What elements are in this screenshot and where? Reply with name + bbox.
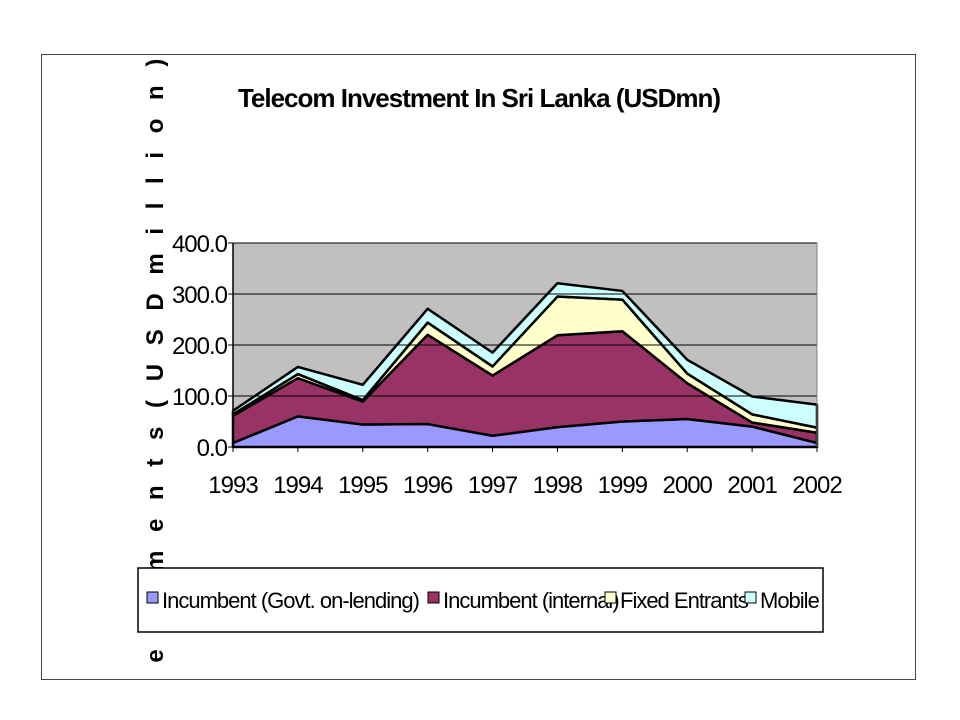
x-tick-label: 1993 xyxy=(208,472,258,499)
chart-frame: Telecom Investment In Sri Lanka (USDmn) … xyxy=(41,54,916,680)
legend-swatch-1 xyxy=(427,591,440,604)
legend-label-1: Incumbent (internal) xyxy=(443,588,619,613)
x-tick-label: 2001 xyxy=(727,472,777,499)
y-tick-label: 200.0 xyxy=(172,333,228,360)
x-tick-label: 2002 xyxy=(792,472,842,499)
legend-box xyxy=(137,567,824,633)
y-tick-label: 0.0 xyxy=(197,435,228,462)
legend: Incumbent (Govt. on-lending) Incumbent (i… xyxy=(137,567,824,633)
chart-title: Telecom Investment In Sri Lanka (USDmn) xyxy=(238,83,720,113)
x-tick-label: 2000 xyxy=(663,472,713,499)
x-tick-label: 1999 xyxy=(598,472,648,499)
x-tick-label: 1998 xyxy=(533,472,583,499)
legend-swatch-3 xyxy=(744,591,757,604)
y-tick-label: 400.0 xyxy=(172,231,228,258)
legend-swatch-0 xyxy=(146,591,159,604)
legend-swatch-2 xyxy=(604,591,617,604)
x-tick-label: 1994 xyxy=(273,472,323,499)
chart: Telecom Investment In Sri Lanka (USDmn) … xyxy=(137,55,843,679)
y-tick-label: 100.0 xyxy=(172,384,228,411)
legend-label-0: Incumbent (Govt. on-lending) xyxy=(162,588,419,613)
x-tick-label: 1995 xyxy=(338,472,388,499)
legend-label-3: Mobile xyxy=(760,588,820,613)
x-tick-label: 1997 xyxy=(468,472,518,499)
legend-label-2: Fixed Entrants xyxy=(620,588,749,613)
y-tick-label: 300.0 xyxy=(172,282,228,309)
x-tick-label: 1996 xyxy=(403,472,453,499)
